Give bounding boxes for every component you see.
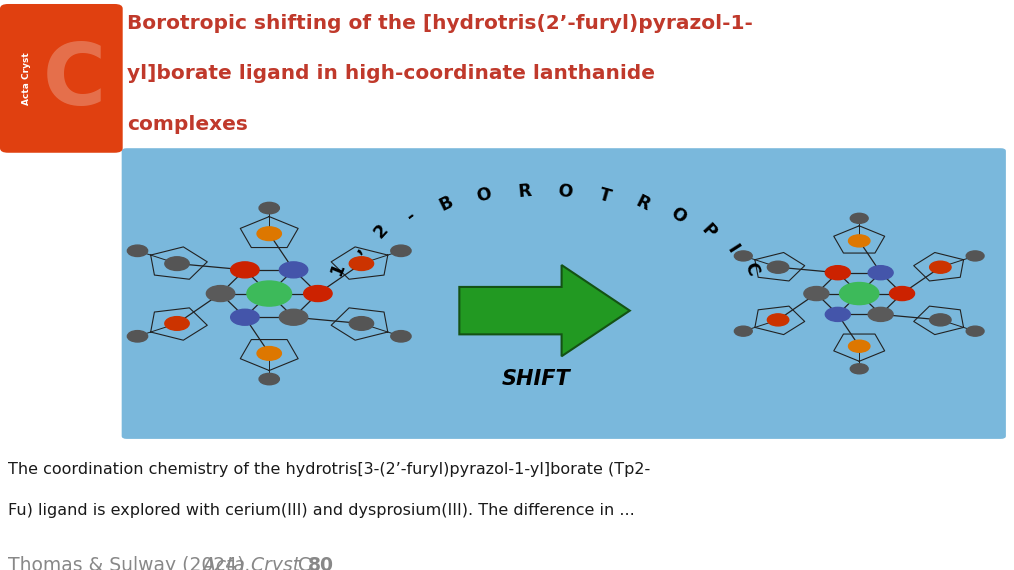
Text: O: O (557, 182, 573, 201)
Circle shape (768, 314, 789, 326)
Polygon shape (459, 265, 630, 356)
Circle shape (231, 262, 260, 278)
Circle shape (390, 331, 411, 342)
Text: O: O (666, 204, 689, 227)
Circle shape (889, 287, 915, 300)
Text: -: - (404, 206, 420, 225)
Text: Fu) ligand is explored with cerium(III) and dysprosium(III). The difference in .: Fu) ligand is explored with cerium(III) … (8, 503, 635, 518)
Circle shape (825, 266, 851, 280)
Circle shape (966, 251, 984, 261)
Circle shape (260, 373, 280, 385)
Circle shape (280, 262, 308, 278)
Circle shape (868, 307, 893, 321)
Circle shape (768, 261, 789, 273)
Circle shape (231, 310, 260, 325)
Text: 80: 80 (308, 556, 334, 570)
Circle shape (734, 326, 752, 336)
Text: Acta Cryst: Acta Cryst (22, 52, 30, 105)
Circle shape (247, 281, 292, 306)
Text: C: C (43, 40, 105, 123)
Circle shape (128, 245, 148, 256)
Text: 1: 1 (328, 260, 349, 278)
Circle shape (258, 227, 282, 241)
Text: SHIFT: SHIFT (502, 369, 570, 389)
Text: Thomas & Sulway (2024).: Thomas & Sulway (2024). (8, 556, 257, 570)
Circle shape (851, 364, 868, 374)
FancyBboxPatch shape (0, 4, 123, 153)
Circle shape (734, 251, 752, 261)
Circle shape (966, 326, 984, 336)
Text: R: R (517, 182, 531, 201)
Text: The coordination chemistry of the hydrotris[3-(2’-furyl)pyrazol-1-yl]borate (Tp2: The coordination chemistry of the hydrot… (8, 462, 650, 477)
Text: ,: , (347, 242, 366, 256)
Circle shape (390, 245, 411, 256)
Circle shape (804, 287, 828, 300)
Circle shape (349, 256, 373, 270)
Circle shape (851, 213, 868, 223)
Circle shape (258, 347, 282, 360)
Text: complexes: complexes (127, 115, 247, 133)
Circle shape (349, 317, 373, 331)
Circle shape (165, 256, 190, 270)
Circle shape (840, 283, 879, 304)
Circle shape (849, 340, 870, 352)
Circle shape (207, 286, 235, 302)
Text: I: I (723, 242, 742, 256)
Circle shape (280, 310, 308, 325)
Circle shape (128, 331, 148, 342)
Circle shape (165, 317, 190, 331)
Text: R: R (633, 193, 653, 215)
Text: T: T (597, 185, 613, 206)
Circle shape (930, 261, 951, 273)
Circle shape (825, 307, 851, 321)
Text: C: C (740, 260, 763, 279)
Circle shape (930, 314, 951, 326)
Text: P: P (697, 220, 719, 242)
FancyBboxPatch shape (122, 148, 1006, 439)
Text: yl]borate ligand in high-coordinate lanthanide: yl]borate ligand in high-coordinate lant… (127, 64, 655, 83)
Text: C: C (292, 556, 310, 570)
Text: B: B (436, 193, 456, 215)
Circle shape (260, 202, 280, 214)
Circle shape (304, 286, 333, 302)
Circle shape (849, 235, 870, 247)
Text: 2: 2 (370, 221, 392, 242)
Text: Acta Cryst.: Acta Cryst. (203, 556, 305, 570)
Circle shape (868, 266, 893, 280)
Text: O: O (475, 185, 494, 206)
Text: Borotropic shifting of the [hydrotris(2’-furyl)pyrazol-1-: Borotropic shifting of the [hydrotris(2’… (127, 14, 752, 33)
